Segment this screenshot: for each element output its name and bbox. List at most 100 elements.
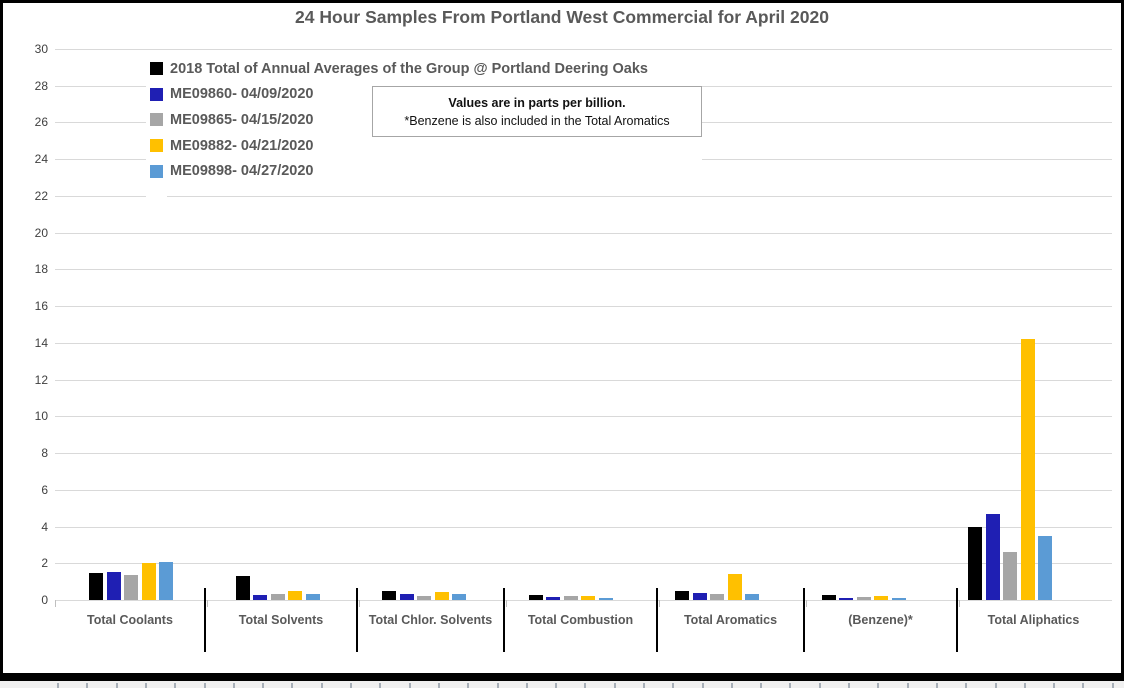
strip-tick bbox=[731, 683, 733, 688]
gridline bbox=[55, 269, 1112, 271]
bar bbox=[710, 593, 724, 600]
category-separator bbox=[204, 588, 206, 652]
strip-tick bbox=[350, 683, 352, 688]
gridline bbox=[55, 600, 1112, 601]
bar bbox=[124, 575, 138, 600]
bar bbox=[288, 590, 302, 600]
axis-tick bbox=[959, 600, 960, 607]
strip-tick bbox=[1024, 683, 1026, 688]
legend-label: 2018 Total of Annual Averages of the Gro… bbox=[170, 60, 648, 77]
strip-tick bbox=[145, 683, 147, 688]
y-axis-tick-label: 4 bbox=[41, 519, 48, 534]
gridline bbox=[55, 453, 1112, 455]
category-label: Total Combustion bbox=[527, 613, 634, 627]
bar bbox=[235, 576, 250, 600]
legend-swatch bbox=[150, 139, 163, 153]
strip-tick bbox=[614, 683, 616, 688]
bar bbox=[528, 595, 543, 600]
bar bbox=[1038, 535, 1052, 600]
strip-tick bbox=[995, 683, 997, 688]
bar bbox=[89, 573, 103, 600]
gridline bbox=[55, 379, 1112, 381]
strip-tick bbox=[467, 683, 469, 688]
bar bbox=[141, 563, 156, 600]
chart-title: 24 Hour Samples From Portland West Comme… bbox=[295, 7, 829, 27]
category-label: Total Chlor. Solvents bbox=[368, 613, 493, 627]
bar bbox=[821, 595, 836, 600]
category-separator bbox=[356, 588, 358, 652]
bar bbox=[598, 598, 613, 600]
bar bbox=[581, 596, 595, 600]
legend-background-patch bbox=[146, 185, 167, 207]
bar bbox=[399, 594, 414, 600]
strip-tick bbox=[907, 683, 909, 688]
strip-tick bbox=[379, 683, 381, 688]
category-label: Total Coolants bbox=[87, 613, 173, 627]
legend: 2018 Total of Annual Averages of the Gro… bbox=[150, 56, 648, 184]
strip-tick bbox=[643, 683, 645, 688]
legend-item: ME09865- 04/15/2020 bbox=[150, 107, 648, 133]
y-axis-tick-label: 28 bbox=[34, 78, 48, 93]
category-label: Total Aliphatics bbox=[987, 613, 1080, 627]
y-axis-tick-label: 22 bbox=[34, 188, 48, 203]
legend-swatch bbox=[150, 87, 163, 101]
category-separator bbox=[803, 588, 805, 652]
bar bbox=[546, 597, 560, 600]
strip-tick bbox=[555, 683, 557, 688]
bar bbox=[675, 590, 689, 600]
y-axis-tick-label: 20 bbox=[34, 225, 48, 240]
axis-tick bbox=[359, 600, 360, 607]
axis-tick bbox=[806, 600, 807, 607]
bar bbox=[563, 596, 578, 600]
strip-tick bbox=[848, 683, 850, 688]
legend-item: ME09860- 04/09/2020 bbox=[150, 82, 648, 108]
legend-label: ME09860- 04/09/2020 bbox=[170, 86, 314, 103]
bar bbox=[452, 594, 466, 600]
y-axis-tick-label: 16 bbox=[34, 299, 48, 314]
gridline bbox=[55, 306, 1112, 308]
strip-tick bbox=[672, 683, 674, 688]
annotation-box: Values are in parts per billion. *Benzen… bbox=[372, 86, 702, 137]
annotation-line-1: Values are in parts per billion. bbox=[448, 96, 626, 110]
bar bbox=[1020, 339, 1035, 600]
gridline bbox=[55, 232, 1112, 234]
strip-tick bbox=[965, 683, 967, 688]
bar bbox=[253, 595, 267, 600]
y-axis-tick-label: 24 bbox=[34, 152, 48, 167]
strip-tick bbox=[1082, 683, 1084, 688]
bar bbox=[968, 526, 982, 600]
gridline bbox=[55, 195, 1112, 197]
category-label: Total Solvents bbox=[238, 613, 324, 627]
bar bbox=[856, 597, 871, 600]
category-label: (Benzene)* bbox=[848, 613, 913, 627]
annotation-line-2: *Benzene is also included in the Total A… bbox=[404, 114, 670, 128]
legend-label: ME09898- 04/27/2020 bbox=[170, 163, 314, 180]
y-axis-tick-label: 14 bbox=[34, 335, 48, 350]
bar bbox=[874, 596, 888, 600]
legend-label: ME09865- 04/15/2020 bbox=[170, 111, 314, 128]
gridline bbox=[55, 48, 1112, 50]
bar bbox=[382, 590, 396, 600]
strip-tick bbox=[57, 683, 59, 688]
strip-tick bbox=[526, 683, 528, 688]
strip-tick bbox=[1112, 683, 1114, 688]
bar bbox=[270, 594, 285, 600]
strip-tick bbox=[877, 683, 879, 688]
bar bbox=[417, 596, 431, 600]
y-axis-tick-label: 26 bbox=[34, 115, 48, 130]
legend-swatch bbox=[150, 164, 163, 178]
strip-tick bbox=[702, 683, 704, 688]
y-axis-tick-label: 0 bbox=[41, 593, 48, 607]
gridline bbox=[55, 563, 1112, 565]
y-axis-tick-label: 6 bbox=[41, 482, 48, 497]
y-axis-tick-label: 2 bbox=[41, 556, 48, 571]
bar bbox=[305, 594, 320, 600]
strip-tick bbox=[760, 683, 762, 688]
axis-tick bbox=[506, 600, 507, 607]
strip-tick bbox=[262, 683, 264, 688]
strip-tick bbox=[233, 683, 235, 688]
bar bbox=[692, 592, 707, 600]
strip-tick bbox=[204, 683, 206, 688]
y-axis-tick-label: 10 bbox=[34, 409, 48, 424]
